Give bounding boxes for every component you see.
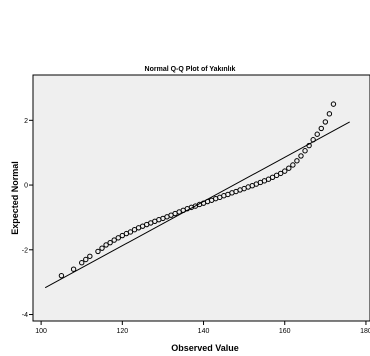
data-point xyxy=(115,235,121,241)
data-point xyxy=(95,248,101,255)
data-point xyxy=(103,242,109,248)
plot-area xyxy=(32,74,370,322)
y-axis-ticks: 2 0 -2 -4 xyxy=(22,118,33,319)
data-point xyxy=(87,253,93,259)
data-point xyxy=(330,101,337,107)
data-point xyxy=(83,256,89,263)
data-point xyxy=(99,245,105,251)
y-tick-label: 2 xyxy=(24,118,28,125)
data-point xyxy=(277,170,284,177)
data-point xyxy=(70,266,77,272)
data-point xyxy=(79,260,85,266)
data-point xyxy=(302,148,308,154)
data-point xyxy=(294,158,300,164)
data-point xyxy=(290,162,296,168)
y-tick-label: -2 xyxy=(22,247,28,254)
x-tick-label: 180 xyxy=(360,328,370,335)
data-point xyxy=(111,237,117,243)
y-tick-label: -4 xyxy=(22,312,28,319)
chart-title: Normal Q-Q Plot of Yakınlık xyxy=(145,66,236,73)
data-point xyxy=(298,153,304,159)
x-tick-label: 120 xyxy=(116,328,128,335)
data-point xyxy=(326,111,333,117)
data-point xyxy=(107,239,113,246)
y-tick-label: 0 xyxy=(24,183,28,190)
data-point xyxy=(58,272,65,279)
data-point xyxy=(282,168,288,174)
x-tick-label: 140 xyxy=(198,328,210,335)
data-point xyxy=(318,125,324,132)
data-points xyxy=(58,101,337,279)
data-point xyxy=(306,142,312,149)
data-point xyxy=(314,131,320,137)
data-point xyxy=(127,229,134,235)
x-tick-label: 100 xyxy=(35,328,47,335)
x-tick-label: 160 xyxy=(279,328,291,335)
y-axis-label: Expected Normal xyxy=(10,161,20,235)
x-axis-ticks: 100 120 140 160 180 xyxy=(35,321,370,335)
data-point xyxy=(310,137,316,143)
data-point xyxy=(286,165,292,171)
data-point xyxy=(322,119,329,125)
x-axis-label: Observed Value xyxy=(171,343,239,353)
